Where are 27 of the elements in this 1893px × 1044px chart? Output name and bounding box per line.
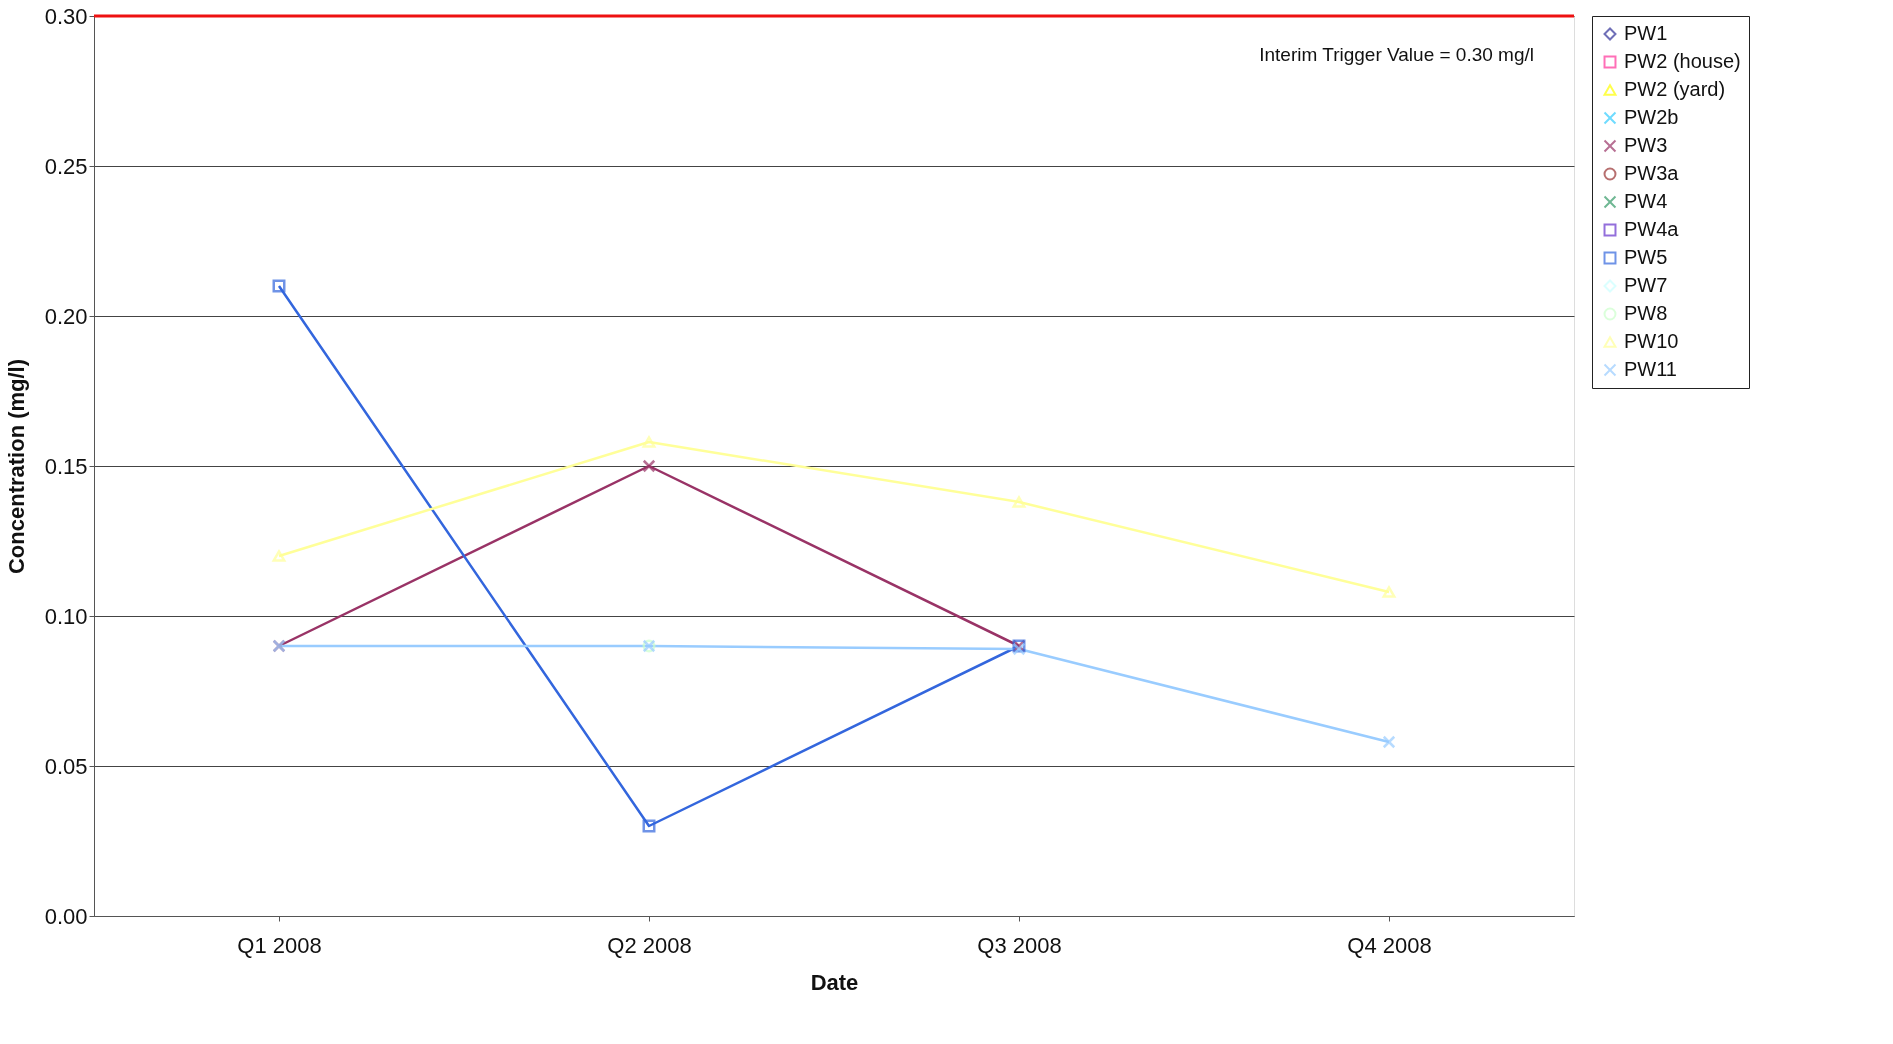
legend-label: PW2 (yard) [1624,78,1726,100]
y-tick-label: 0.30 [44,3,88,29]
legend-label: PW11 [1624,358,1677,380]
ref-line-label: Interim Trigger Value = 0.30 mg/l [1259,44,1534,65]
y-axis-title: Concentration (mg/l) [3,358,29,575]
legend-label: PW2b [1624,106,1679,128]
y-tick-label: 0.25 [44,153,88,179]
x-tick-label: Q2 2008 [607,932,692,958]
legend-label: PW4 [1624,190,1668,212]
y-tick-label: 0.00 [44,903,88,929]
y-tick-label: 0.20 [44,303,88,329]
legend-label: PW5 [1624,246,1668,268]
legend-label: PW3a [1624,162,1680,184]
legend-label: PW8 [1624,302,1668,324]
x-tick-label: Q1 2008 [237,932,322,958]
y-tick-label: 0.10 [44,603,88,629]
x-tick-label: Q3 2008 [977,932,1062,958]
legend-label: PW7 [1624,274,1668,296]
legend-label: PW4a [1624,218,1680,240]
x-tick-label: Q4 2008 [1347,932,1432,958]
legend-label: PW2 (house) [1624,50,1741,72]
y-tick-label: 0.15 [44,453,88,479]
legend-label: PW3 [1624,134,1668,156]
x-axis-title: Date [810,969,859,995]
legend-label: PW1 [1624,22,1668,44]
y-tick-label: 0.05 [44,753,88,779]
legend-label: PW10 [1624,330,1679,352]
